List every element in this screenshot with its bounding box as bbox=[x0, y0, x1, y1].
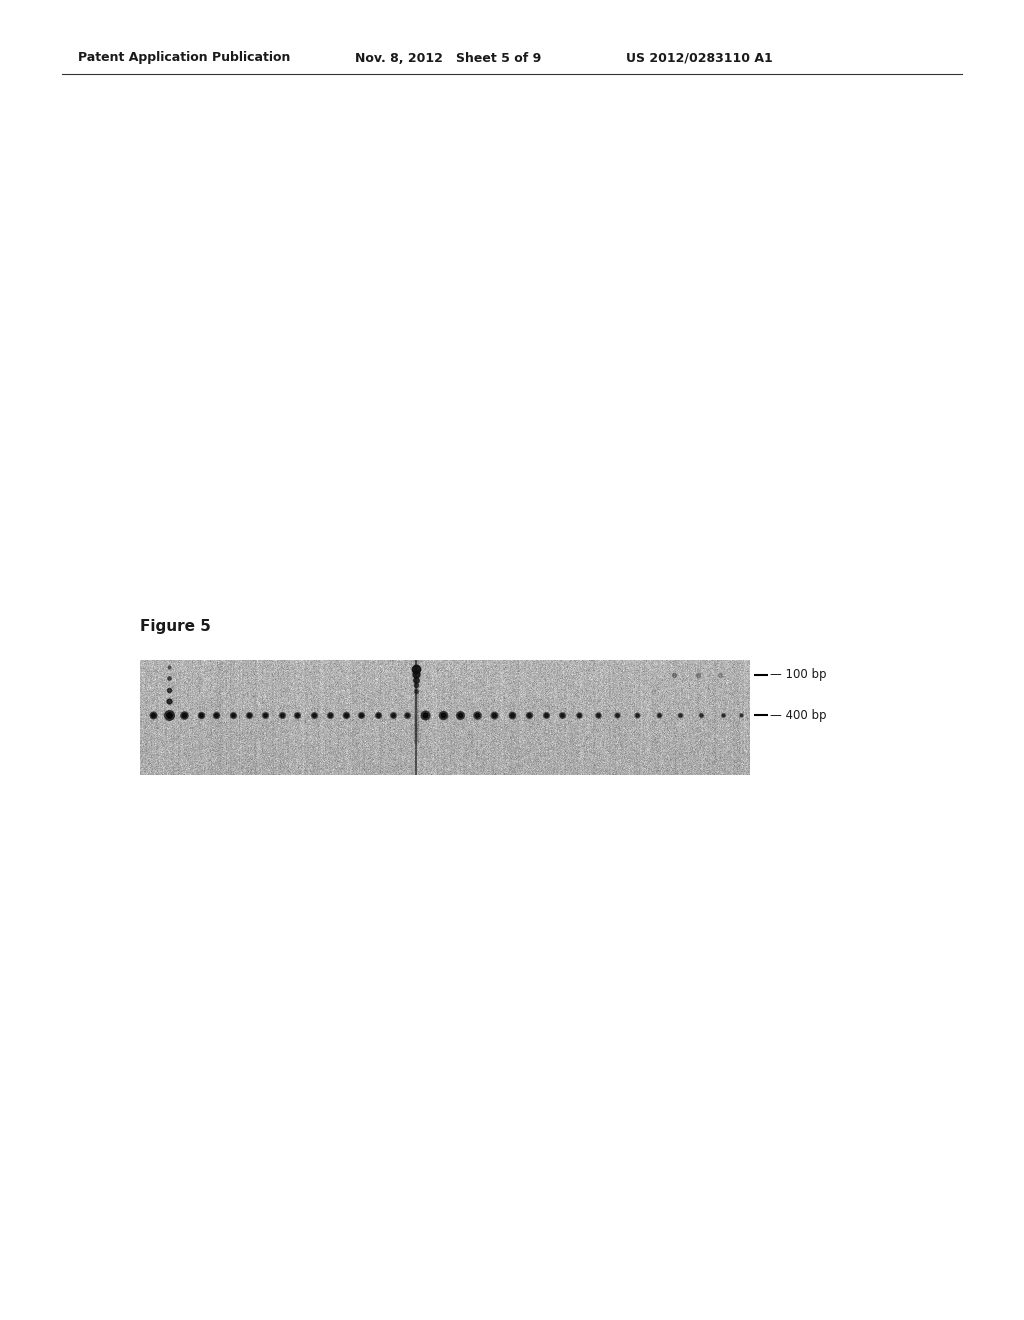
Text: Figure 5: Figure 5 bbox=[140, 619, 211, 634]
Text: US 2012/0283110 A1: US 2012/0283110 A1 bbox=[626, 51, 773, 65]
Text: — 400 bp: — 400 bp bbox=[770, 709, 826, 722]
Text: Patent Application Publication: Patent Application Publication bbox=[78, 51, 291, 65]
Text: — 100 bp: — 100 bp bbox=[770, 668, 826, 681]
Text: Nov. 8, 2012   Sheet 5 of 9: Nov. 8, 2012 Sheet 5 of 9 bbox=[355, 51, 542, 65]
